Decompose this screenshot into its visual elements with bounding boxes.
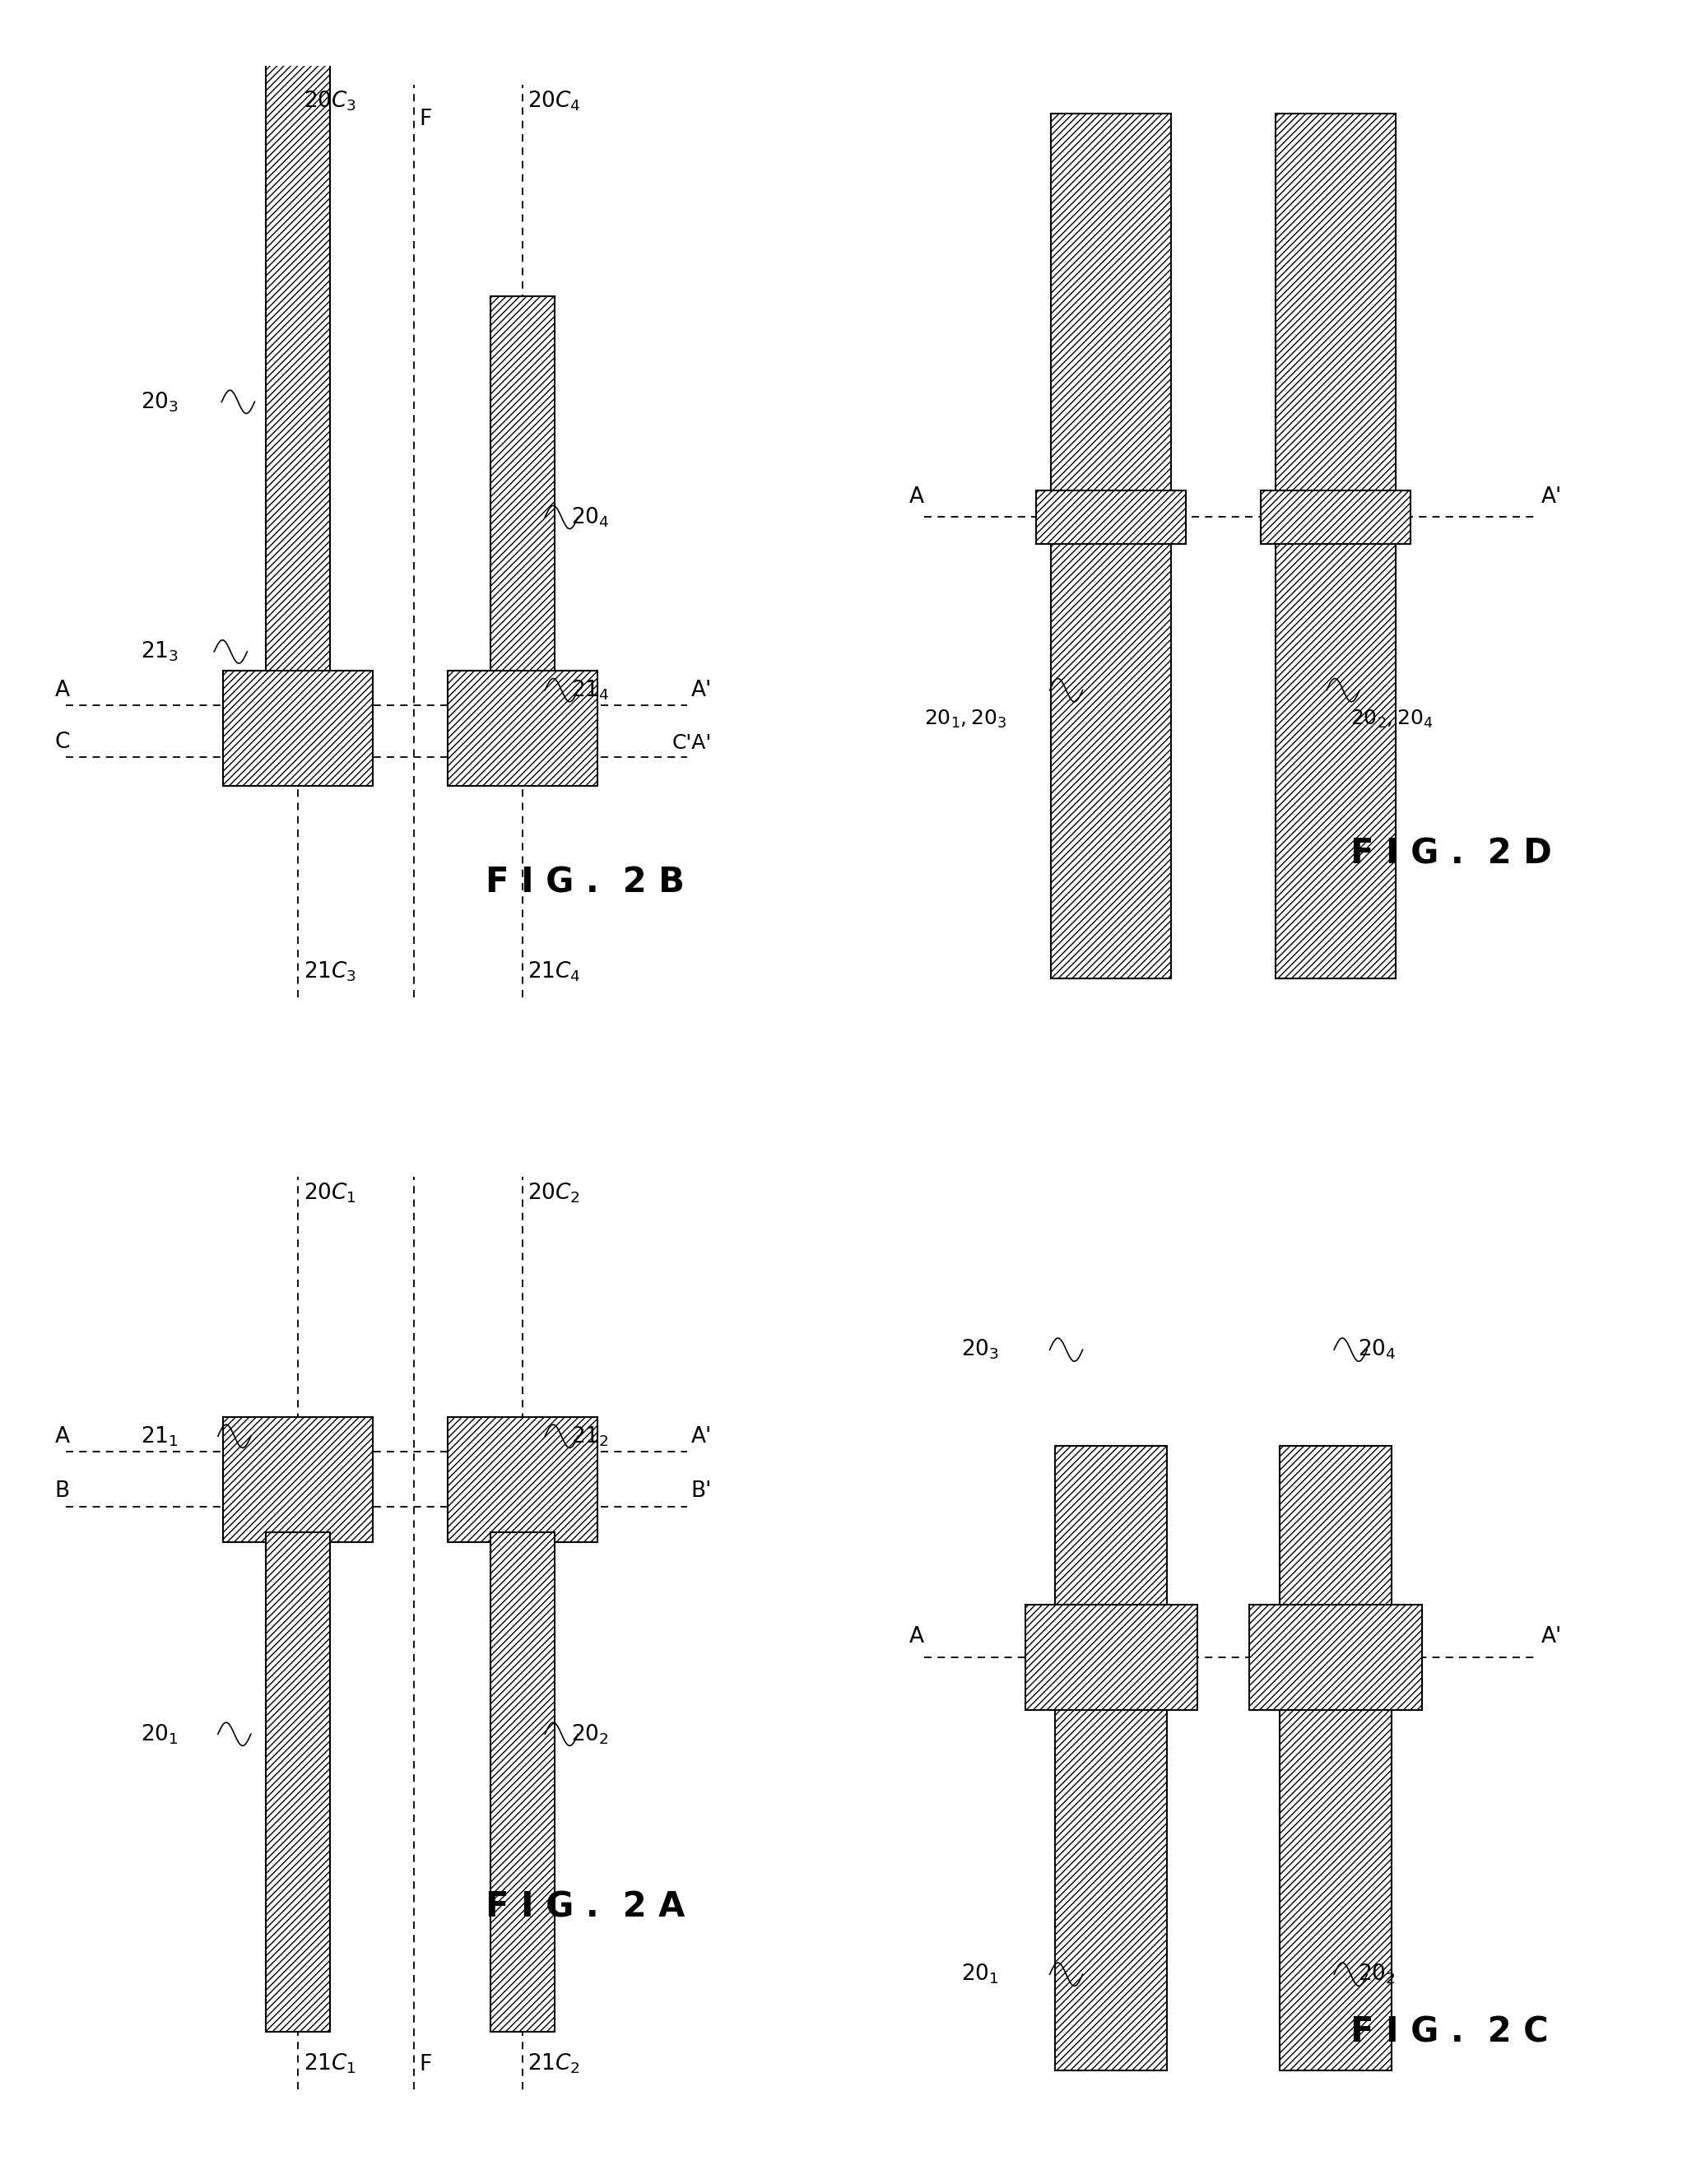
Bar (1055, 1446, 1167, 2070)
Bar (1250, 1605, 1422, 1710)
Bar (1276, 114, 1395, 978)
Text: A': A' (691, 1426, 711, 1448)
Text: A: A (54, 1426, 70, 1448)
Text: F: F (418, 109, 432, 131)
Text: $20C_2$: $20C_2$ (527, 1182, 580, 1206)
Text: $21_2$: $21_2$ (572, 1424, 609, 1448)
Text: $20_3$: $20_3$ (961, 1339, 998, 1361)
Text: A': A' (1541, 487, 1562, 507)
Text: $21_3$: $21_3$ (141, 640, 179, 664)
Text: $20_1, 20_3$: $20_1, 20_3$ (924, 708, 1007, 729)
Text: $20_4$: $20_4$ (1357, 1339, 1397, 1361)
Text: $21C_4$: $21C_4$ (527, 959, 582, 983)
Text: A: A (54, 679, 70, 701)
Text: C'A': C'A' (672, 734, 713, 753)
Text: $21_4$: $21_4$ (572, 679, 609, 701)
Bar (223, 1417, 373, 1542)
Text: F I G .  2 A: F I G . 2 A (485, 1889, 684, 1924)
Text: A: A (908, 1627, 924, 1647)
Text: A': A' (691, 679, 711, 701)
Text: $20_2$: $20_2$ (572, 1723, 609, 1745)
Text: A: A (908, 487, 924, 507)
Bar (1260, 491, 1410, 544)
Bar (1051, 114, 1170, 978)
Text: F I G .  2 B: F I G . 2 B (485, 865, 684, 900)
Text: B: B (54, 1481, 70, 1503)
Text: $20_4$: $20_4$ (572, 505, 609, 529)
Text: A': A' (1541, 1627, 1562, 1647)
Text: $20C_3$: $20C_3$ (303, 90, 356, 114)
Text: $20_2$: $20_2$ (1357, 1963, 1397, 1985)
Text: $21C_2$: $21C_2$ (527, 2051, 580, 2075)
Bar (447, 670, 597, 786)
Bar (265, 57, 330, 681)
Bar (223, 670, 373, 786)
Bar (1036, 491, 1186, 544)
Text: $20_3$: $20_3$ (141, 391, 179, 413)
Text: C: C (54, 732, 70, 753)
Text: B': B' (691, 1481, 711, 1503)
Text: $20_1$: $20_1$ (961, 1963, 998, 1985)
Text: $21C_1$: $21C_1$ (303, 2051, 356, 2075)
Bar (490, 1533, 555, 2031)
Text: F I G .  2 C: F I G . 2 C (1351, 2014, 1548, 2049)
Text: $20_1$: $20_1$ (141, 1723, 179, 1745)
Text: F I G .  2 D: F I G . 2 D (1351, 836, 1551, 871)
Bar (490, 297, 555, 681)
Text: $20C_4$: $20C_4$ (527, 90, 582, 114)
Bar (265, 1533, 330, 2031)
Text: $20_2, 20_4$: $20_2, 20_4$ (1351, 708, 1434, 729)
Text: $21C_3$: $21C_3$ (303, 959, 356, 983)
Bar (447, 1417, 597, 1542)
Bar (1279, 1446, 1391, 2070)
Bar (1026, 1605, 1198, 1710)
Text: $21_1$: $21_1$ (141, 1424, 179, 1448)
Text: F: F (418, 2053, 432, 2075)
Text: $20C_1$: $20C_1$ (303, 1182, 356, 1206)
